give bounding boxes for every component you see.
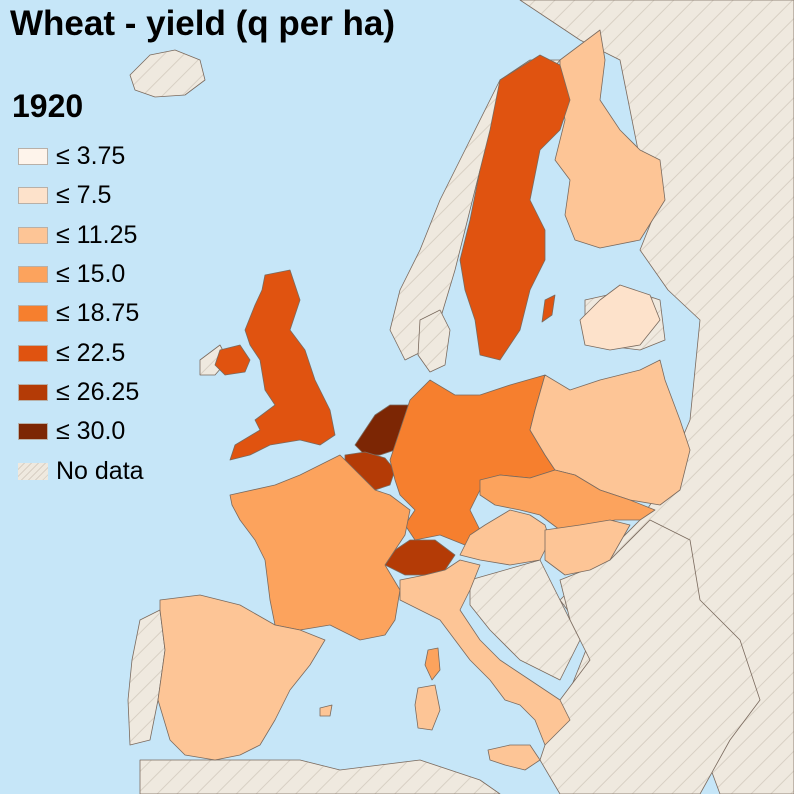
legend-label: ≤ 30.0 xyxy=(56,417,126,446)
region-mallorca xyxy=(319,704,333,717)
region-hungary xyxy=(544,519,631,576)
legend-item: ≤ 15.0 xyxy=(18,255,144,294)
legend-item: ≤ 11.25 xyxy=(18,216,144,255)
legend-swatch xyxy=(18,226,48,244)
countries xyxy=(157,29,691,771)
legend: ≤ 3.75 ≤ 7.5 ≤ 11.25 ≤ 15.0 ≤ 18.75 ≤ 22… xyxy=(18,137,144,491)
no-data-denmark xyxy=(417,309,451,373)
legend-swatch xyxy=(18,187,48,205)
map-title: Wheat - yield (q per ha) xyxy=(10,4,396,43)
legend-item: No data xyxy=(18,451,144,490)
legend-item: ≤ 30.0 xyxy=(18,412,144,451)
legend-swatch xyxy=(18,148,48,166)
region-czechoslovakia xyxy=(479,469,656,531)
legend-item: ≤ 3.75 xyxy=(18,137,144,176)
legend-label: ≤ 7.5 xyxy=(56,181,112,210)
no-data-lands xyxy=(127,0,794,794)
no-data-iceland xyxy=(129,49,206,98)
region-italy xyxy=(399,559,571,746)
legend-label: No data xyxy=(56,456,144,485)
legend-item: ≤ 7.5 xyxy=(18,176,144,215)
legend-swatch xyxy=(18,344,48,362)
no-data-yugoslavia xyxy=(469,559,581,681)
region-gotland xyxy=(541,294,556,323)
region-spain xyxy=(157,594,326,761)
legend-label: ≤ 11.25 xyxy=(56,220,138,249)
region-corsica xyxy=(424,647,441,681)
legend-swatch xyxy=(18,383,48,401)
no-data-north-africa xyxy=(139,759,501,794)
region-sicily xyxy=(487,744,541,771)
year-label: 1920 xyxy=(12,88,84,124)
legend-item: ≤ 22.5 xyxy=(18,333,144,372)
legend-label: ≤ 18.75 xyxy=(56,299,140,328)
region-latvia xyxy=(579,284,661,351)
region-poland xyxy=(529,359,691,506)
region-uk xyxy=(229,269,336,461)
region-finland xyxy=(554,29,666,249)
legend-item: ≤ 18.75 xyxy=(18,294,144,333)
legend-label: ≤ 22.5 xyxy=(56,338,126,367)
legend-label: ≤ 3.75 xyxy=(56,142,126,171)
legend-label: ≤ 15.0 xyxy=(56,260,126,289)
legend-swatch xyxy=(18,423,48,441)
region-ireland xyxy=(214,344,251,376)
region-france xyxy=(229,454,411,641)
legend-item: ≤ 26.25 xyxy=(18,373,144,412)
region-sweden xyxy=(459,54,571,361)
legend-swatch xyxy=(18,266,48,284)
legend-label: ≤ 26.25 xyxy=(56,377,140,406)
no-data-balkans xyxy=(539,519,761,794)
region-sardinia xyxy=(414,684,441,731)
legend-swatch xyxy=(18,305,48,323)
legend-swatch-no-data xyxy=(18,462,48,480)
